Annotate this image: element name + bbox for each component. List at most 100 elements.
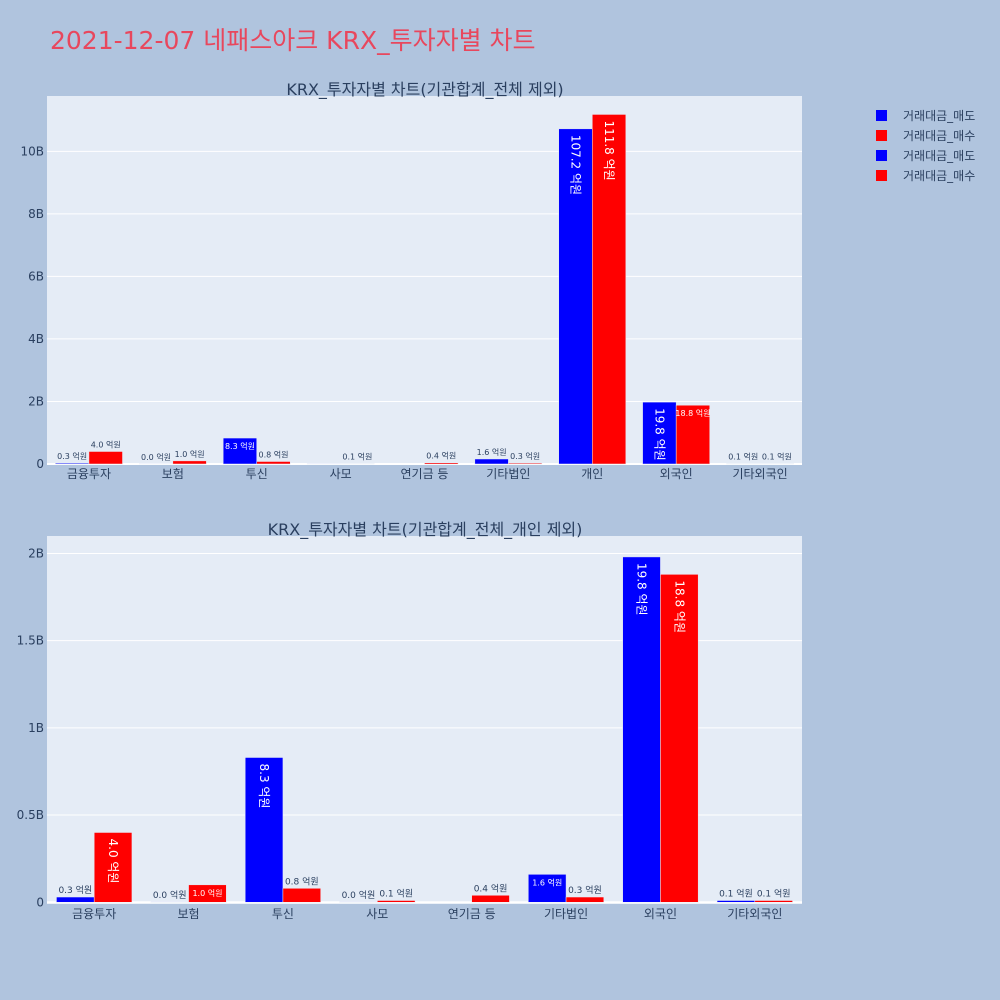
x-tick-label: 외국인 [660, 467, 693, 481]
chart-title-bottom: KRX_투자자별 차트(기관합계_전체_개인 제외) [268, 520, 583, 540]
bar-value-label: 19.8 억원 [652, 408, 666, 461]
x-ticks-bottom: 금융투자 보험 투신 사모 연기금 등 기타법인 외국인 기타외국인 [72, 907, 782, 921]
chart-panel-bottom: 0.3 억원 4.0 억원 0.0 억원 1.0 억원 8.3 억원 0.8 억원 0.0 … [17, 520, 802, 921]
x-tick-label: 금융투자 [67, 467, 111, 481]
legend-swatch [876, 150, 887, 161]
x-tick-label: 금융투자 [72, 907, 116, 921]
y-tick-label: 8B [28, 207, 44, 221]
bar-buy [508, 462, 543, 465]
x-tick-label: 사모 [330, 467, 352, 481]
bar-value-label: 18.8 억원 [672, 580, 686, 633]
bar-buy [377, 900, 416, 903]
bar-buy [188, 884, 227, 903]
bar-buy [675, 404, 710, 465]
bar-buy [93, 832, 133, 903]
bar-sell [528, 874, 567, 903]
bar-value-label: 1.0 억원 [175, 449, 205, 459]
bar-value-label: 19.8 억원 [635, 563, 649, 616]
bar-value-label: 0.1 억원 [379, 888, 413, 900]
y-tick-label: 2B [28, 546, 44, 560]
bar-value-label: 0.1 억원 [762, 452, 792, 462]
bar-value-label: 0.1 억원 [719, 888, 753, 900]
y-tick-label: 6B [28, 269, 44, 283]
bar-value-label: 0.0 억원 [141, 452, 171, 462]
x-tick-label: 외국인 [644, 907, 677, 921]
bar-buy [471, 895, 510, 903]
bar-buy [256, 461, 291, 465]
bar-value-label: 107.2 억원 [569, 135, 583, 195]
bars-bottom: 0.3 억원 4.0 억원 0.0 억원 1.0 억원 8.3 억원 0.8 억원 0.0 … [56, 556, 793, 903]
page-title: 2021-12-07 네패스아크 KRX_투자자별 차트 [50, 26, 536, 55]
x-tick-label: 연기금 등 [401, 467, 449, 481]
y-tick-label: 1.5B [17, 634, 44, 648]
bar-value-label: 0.4 억원 [426, 451, 456, 461]
bar-value-label: 0.1 억원 [757, 888, 791, 900]
bar-buy [172, 460, 207, 465]
x-tick-label: 투신 [246, 467, 268, 481]
x-ticks-top: 금융투자 보험 투신 사모 연기금 등 기타법인 개인 외국인 기타외국인 [67, 467, 788, 481]
y-tick-label: 0 [36, 895, 44, 909]
y-tick-label: 10B [20, 144, 44, 158]
bar-sell [55, 462, 90, 465]
bar-sell [244, 757, 284, 903]
chart-title-top: KRX_투자자별 차트(기관합계_전체 제외) [286, 80, 563, 100]
y-tick-label: 0 [36, 457, 44, 471]
bar-value-label: 8.3 억원 [257, 763, 271, 808]
x-tick-label: 투신 [272, 907, 294, 921]
bar-buy [660, 574, 699, 903]
bar-sell [622, 556, 661, 903]
y-tick-label: 4B [28, 332, 44, 346]
x-tick-label: 기타법인 [544, 907, 588, 921]
x-tick-label: 보험 [162, 467, 184, 481]
bar-value-label: 1.6 억원 [477, 447, 507, 457]
bar-value-label: 0.1 억원 [342, 452, 372, 462]
bar-value-label: 8.3 억원 [225, 441, 255, 451]
bar-buy [424, 462, 459, 465]
bar-sell [642, 401, 677, 465]
legend-label: 거래대금_매수 [903, 129, 975, 143]
legend-label: 거래대금_매도 [903, 109, 975, 123]
x-tick-label: 기타외국인 [727, 907, 782, 921]
bar-buy [282, 888, 321, 903]
bar-buy [592, 114, 627, 465]
y-tick-label: 2B [28, 394, 44, 408]
bar-value-label: 1.6 억원 [532, 877, 562, 887]
bar-sell [56, 896, 95, 903]
bar-sell [716, 900, 756, 903]
x-tick-label: 연기금 등 [448, 907, 496, 921]
y-tick-label: 0.5B [17, 808, 44, 822]
y-ticks-top: 0 2B 4B 6B 8B 10B [20, 144, 44, 471]
legend-swatch [876, 130, 887, 141]
bar-buy [754, 900, 793, 903]
legend-swatch [876, 170, 887, 181]
bar-buy [565, 896, 605, 903]
bar-value-label: 0.0 억원 [153, 889, 187, 901]
bar-value-label: 0.1 억원 [728, 452, 758, 462]
chart-panel-top: 0.3 억원 4.0 억원 0.0 억원 1.0 억원 8.3 억원 0.8 억원 0.1 … [20, 80, 802, 481]
bar-value-label: 0.3 억원 [57, 451, 87, 461]
bar-value-label: 0.8 억원 [285, 875, 319, 887]
legend-swatch [876, 110, 887, 121]
bar-sell [558, 128, 593, 465]
bar-value-label: 111.8 억원 [602, 120, 616, 180]
y-tick-label: 1B [28, 721, 44, 735]
bar-value-label: 0.3 억원 [58, 884, 92, 896]
bar-value-label: 4.0 억원 [91, 439, 121, 449]
bar-value-label: 18.8 억원 [675, 408, 710, 418]
x-tick-label: 보험 [178, 907, 200, 921]
legend-label: 거래대금_매수 [903, 169, 975, 183]
bar-value-label: 1.0 억원 [192, 888, 222, 898]
x-tick-label: 기타법인 [486, 467, 530, 481]
bar-value-label: 0.3 억원 [568, 884, 602, 896]
bar-buy [88, 451, 123, 465]
bar-sell [474, 458, 509, 465]
x-tick-label: 기타외국인 [732, 467, 787, 481]
bar-sell [222, 437, 257, 465]
bar-value-label: 0.8 억원 [259, 449, 289, 459]
legend-label: 거래대금_매도 [903, 149, 975, 163]
bar-value-label: 0.0 억원 [342, 889, 376, 901]
x-tick-label: 사모 [366, 907, 388, 921]
bar-value-label: 0.3 억원 [510, 451, 540, 461]
